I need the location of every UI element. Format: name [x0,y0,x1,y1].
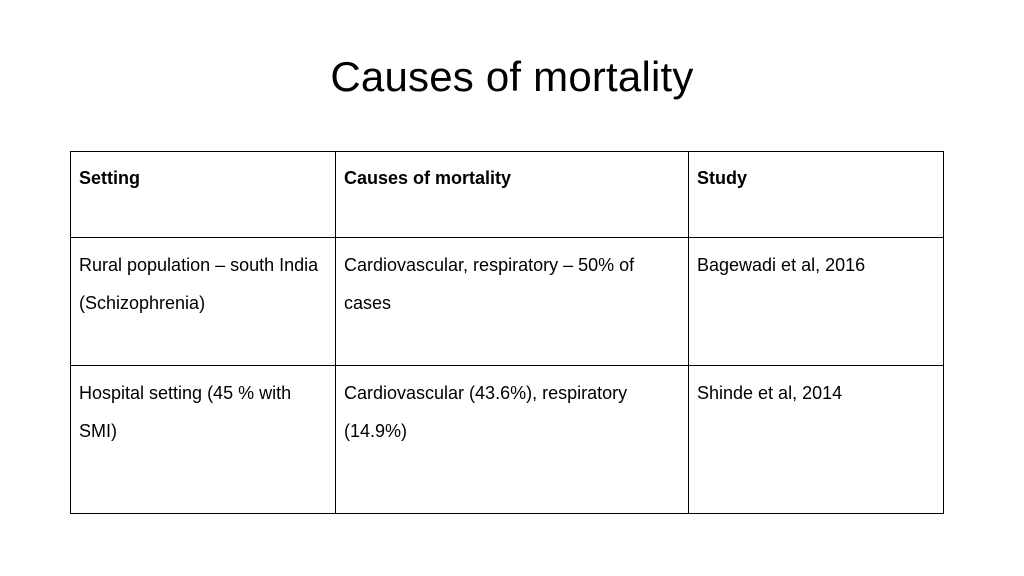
cell-study: Shinde et al, 2014 [688,365,944,514]
cell-causes: Cardiovascular (43.6%), respiratory (14.… [335,365,689,514]
header-causes: Causes of mortality [335,151,689,238]
mortality-table: Setting Causes of mortality Study Rural … [70,151,944,514]
table-header-row: Setting Causes of mortality Study [70,151,944,238]
header-study: Study [688,151,944,238]
cell-causes: Cardiovascular, respiratory – 50% of cas… [335,237,689,366]
table-row: Hospital setting (45 % with SMI) Cardiov… [70,365,944,514]
cell-setting: Rural population – south India (Schizoph… [70,237,336,366]
slide-title: Causes of mortality [330,53,694,100]
cell-setting: Hospital setting (45 % with SMI) [70,365,336,514]
cell-study: Bagewadi et al, 2016 [688,237,944,366]
table-row: Rural population – south India (Schizoph… [70,237,944,366]
header-setting: Setting [70,151,336,238]
